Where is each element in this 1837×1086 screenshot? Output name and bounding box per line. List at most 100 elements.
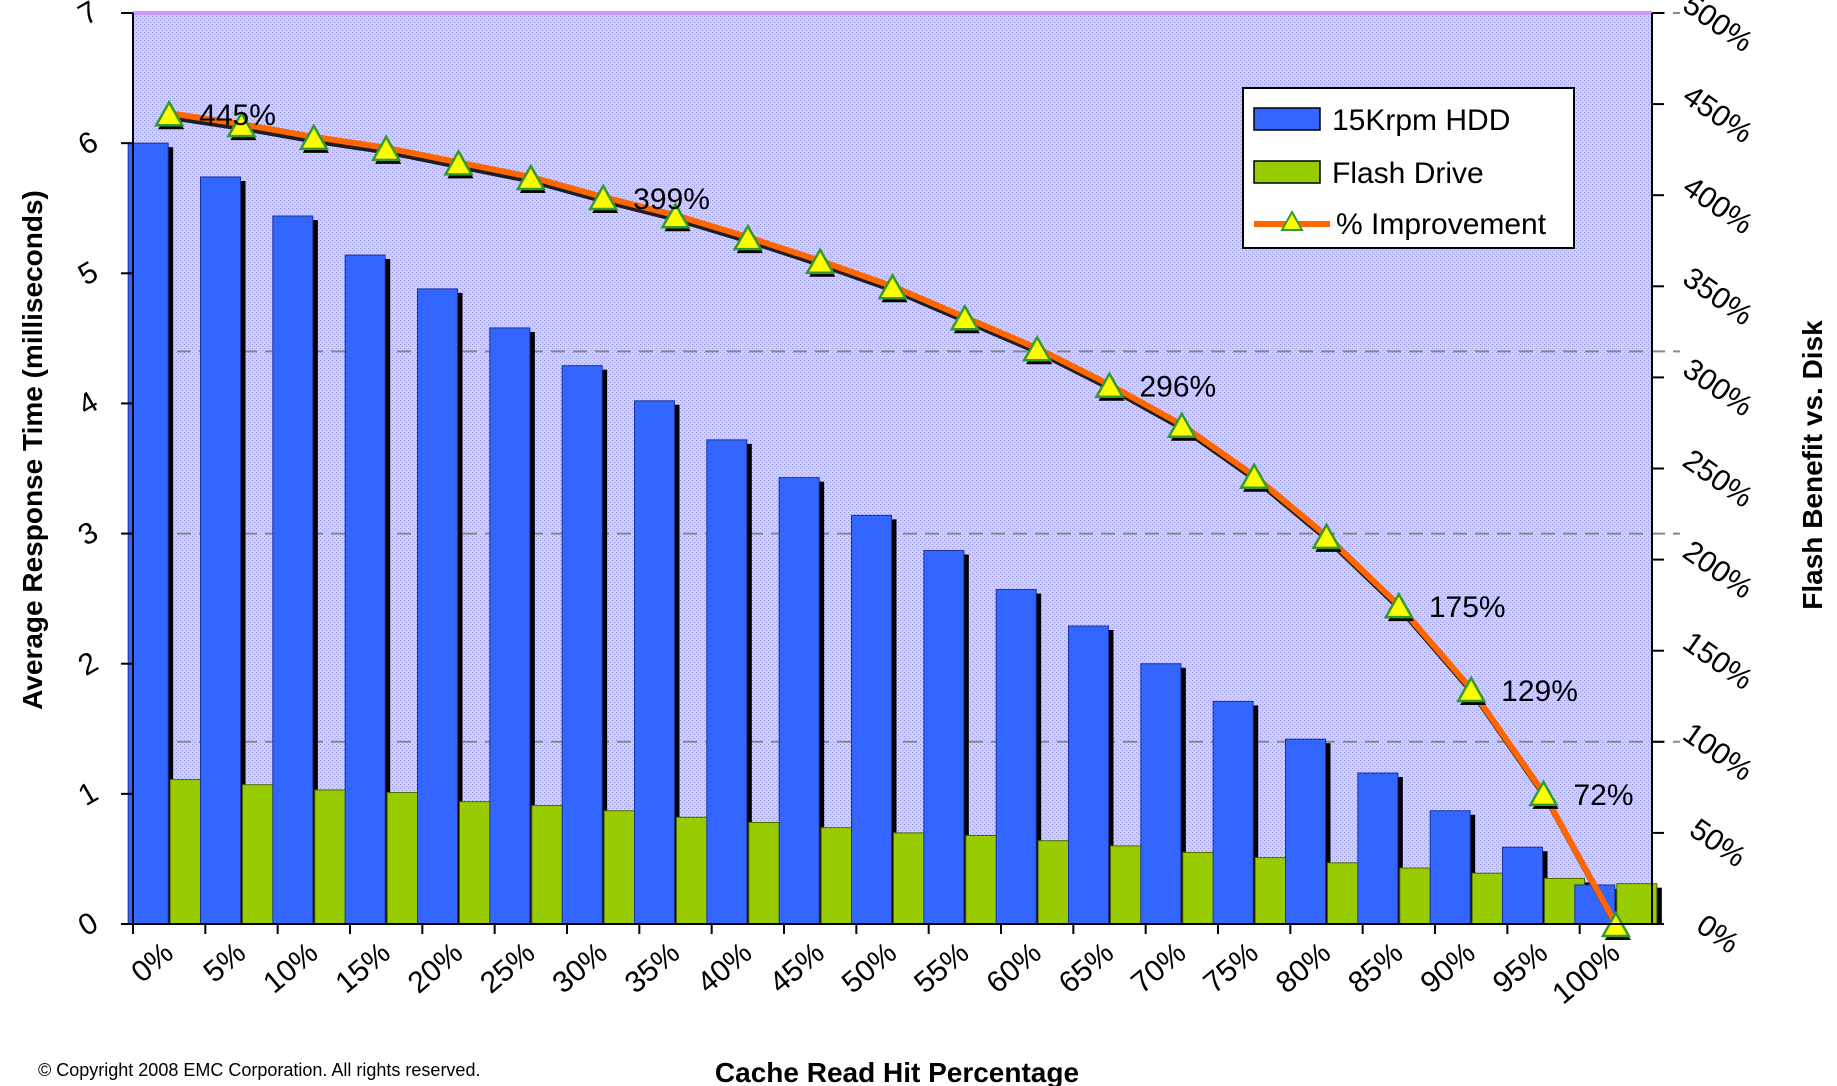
hdd-bar <box>1429 810 1471 925</box>
flash-bar <box>1616 883 1658 925</box>
y2-tick-label: 450% <box>1677 79 1759 150</box>
y-tick-label: 3 <box>73 516 104 553</box>
improvement-marker <box>1094 371 1125 398</box>
improvement-data-label: 129% <box>1501 675 1578 708</box>
improvement-data-label: 445% <box>199 99 276 132</box>
improvement-marker <box>1022 334 1053 362</box>
x-tick-label: 50% <box>836 936 903 1000</box>
hdd-bar <box>272 215 314 925</box>
improvement-data-label: 399% <box>633 183 710 216</box>
improvement-marker <box>515 163 546 191</box>
hdd-bar <box>417 288 458 925</box>
x-tick-label: 60% <box>980 936 1047 1000</box>
hdd-bar <box>634 400 675 925</box>
y2-tick-label: 400% <box>1677 170 1759 241</box>
data-labels: 445% 399% 296% 175% 129% 72% <box>199 99 1633 812</box>
x-tick-label: 20% <box>402 936 469 1000</box>
y2-tick-label: 350% <box>1677 261 1759 332</box>
x-tick-label: 90% <box>1414 936 1481 1000</box>
hdd-bar <box>1357 772 1399 925</box>
improvement-marker <box>1311 522 1342 550</box>
improvement-marker <box>805 247 836 275</box>
legend-swatch-improvement-marker <box>1280 209 1304 231</box>
y-tick-label: 6 <box>73 125 104 162</box>
improvement-marker <box>1239 462 1270 490</box>
y-tick-label: 0 <box>73 906 104 943</box>
y2-tick-label: 250% <box>1677 443 1759 514</box>
x-tick-label: 95% <box>1487 936 1554 1000</box>
hdd-bar <box>489 327 531 925</box>
y-tick-label: 7 <box>73 0 104 32</box>
hdd-bar <box>1068 625 1109 925</box>
legend-swatch-hdd <box>1253 107 1321 131</box>
x-tick-label: 80% <box>1270 936 1337 1000</box>
y2-tick-label: 150% <box>1677 626 1759 697</box>
hdd-bar <box>1212 700 1254 925</box>
legend: 15Krpm HDD Flash Drive % Improvement <box>1242 87 1575 249</box>
hdd-bar <box>778 477 820 925</box>
axes <box>132 11 1653 925</box>
y2-tick-label: 500% <box>1677 0 1759 59</box>
x-tick-label: 30% <box>546 936 613 1000</box>
hdd-bar <box>1140 663 1182 925</box>
x-tick-label: 10% <box>257 936 324 1000</box>
x-tick-label: 100% <box>1546 936 1626 1011</box>
hdd-bar <box>200 176 241 925</box>
x-axis-title: Cache Read Hit Percentage <box>715 1057 1079 1086</box>
y2-axis-title: Flash Benefit vs. Disk <box>1797 320 1828 610</box>
x-tick-label: 75% <box>1197 936 1264 1000</box>
improvement-marker <box>371 134 402 162</box>
y-axis-title: Average Response Time (milliseconds) <box>17 190 48 710</box>
hdd-bar <box>1285 738 1326 925</box>
improvement-data-label: 175% <box>1429 591 1506 624</box>
copyright-notice: © Copyright 2008 EMC Corporation. All ri… <box>38 1060 480 1080</box>
hdd-bar <box>995 589 1037 925</box>
hdd-bar <box>1502 846 1543 925</box>
x-tick-label: 55% <box>908 936 975 1000</box>
y2-tick-label: 0% <box>1690 908 1744 960</box>
hdd-bar <box>923 549 965 925</box>
improvement-marker <box>877 272 908 300</box>
x-tick-label: 0% <box>125 936 179 989</box>
improvement-data-label: 72% <box>1574 779 1634 812</box>
y-tick-label: 1 <box>73 776 104 813</box>
y-tick-label: 5 <box>73 255 104 292</box>
y2-tick-label: 200% <box>1677 534 1759 605</box>
x-tick-label: 25% <box>474 936 541 1000</box>
improvement-line-group <box>154 99 1631 940</box>
y2-tick-label: 300% <box>1677 352 1759 423</box>
improvement-marker <box>588 183 619 211</box>
improvement-marker <box>660 201 691 229</box>
improvement-marker <box>298 123 329 151</box>
hdd-bar <box>127 142 169 925</box>
improvement-marker <box>443 148 474 176</box>
x-tick-label: 35% <box>619 936 686 1000</box>
x-tick-label: 45% <box>763 936 830 1000</box>
improvement-data-label: 296% <box>1140 371 1217 404</box>
x-tick-label: 15% <box>329 936 396 1000</box>
x-tick-label: 85% <box>1342 936 1409 1000</box>
bars <box>127 142 1662 925</box>
improvement-marker <box>1383 591 1414 619</box>
x-tick-label: 40% <box>691 936 758 1000</box>
hdd-bar <box>706 439 748 925</box>
improvement-marker <box>949 303 980 331</box>
improvement-marker <box>154 99 185 127</box>
y-tick-label: 4 <box>73 385 104 422</box>
y2-tick-label: 50% <box>1684 813 1752 874</box>
y2-tick-label: 100% <box>1677 717 1759 788</box>
improvement-marker <box>1528 779 1559 807</box>
y-tick-label: 2 <box>73 646 104 683</box>
legend-swatch-flash <box>1253 160 1321 184</box>
improvement-marker <box>732 223 763 251</box>
improvement-marker <box>1456 675 1487 703</box>
hdd-bar <box>561 365 603 925</box>
legend-label-improvement: % Improvement <box>1336 208 1547 241</box>
legend-label-flash: Flash Drive <box>1332 157 1484 190</box>
improvement-marker <box>226 110 257 138</box>
x-tick-label: 70% <box>1125 936 1192 1000</box>
improvement-marker <box>1166 411 1197 439</box>
x-tick-label: 65% <box>1053 936 1120 1000</box>
legend-label-hdd: 15Krpm HDD <box>1332 104 1510 137</box>
